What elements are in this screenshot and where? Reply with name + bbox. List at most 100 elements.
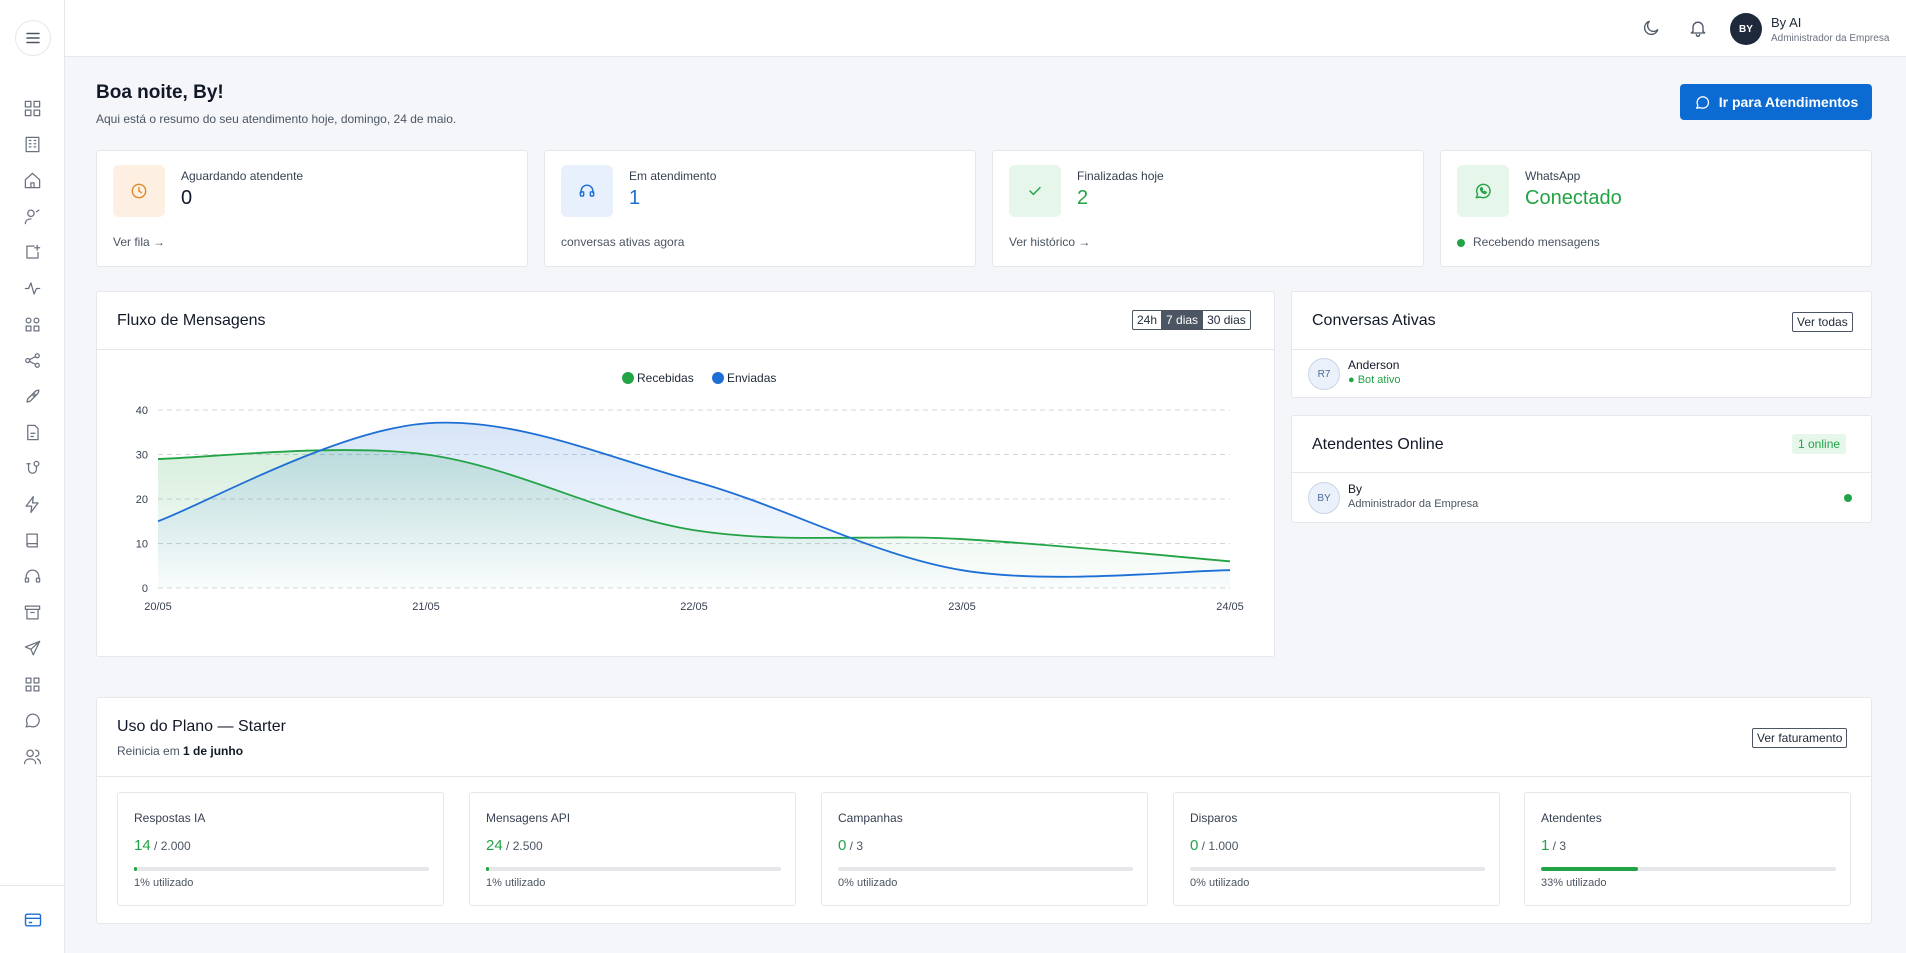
stat-label: Aguardando atendente (181, 169, 304, 183)
range-24h[interactable]: 24h (1133, 311, 1163, 329)
nav-integrations[interactable] (0, 450, 65, 486)
agents-online-card: Atendentes Online 1 online BY By Adminis… (1291, 415, 1872, 523)
x-tick-label: 21/05 (412, 601, 440, 613)
plan-reset-prefix: Reinicia em (117, 744, 184, 758)
home-icon (24, 172, 41, 188)
conversation-name: Anderson (1348, 358, 1400, 372)
nav-dashboard[interactable] (0, 90, 65, 126)
plan-label: Mensagens API (486, 811, 571, 825)
nav-contacts[interactable] (0, 198, 65, 234)
send-icon (24, 640, 41, 655)
page-subtitle: Aqui está o resumo do seu atendimento ho… (96, 112, 457, 126)
nav-companies[interactable] (0, 126, 65, 162)
nav-chat[interactable] (0, 702, 65, 738)
plan-item-agents: Atendentes 1 / 3 33% utilizado (1524, 792, 1851, 906)
theme-toggle-button[interactable] (1641, 18, 1663, 40)
nav-grid[interactable] (0, 666, 65, 702)
y-tick-label: 40 (136, 405, 148, 417)
series-line-enviadas (157, 421, 1231, 578)
whatsapp-status: Recebendo mensagens (1457, 235, 1600, 249)
sidebar (0, 0, 65, 953)
go-to-attendances-button[interactable]: Ir para Atendimentos (1680, 84, 1872, 120)
conversation-item[interactable]: R7 Anderson ● Bot ativo (1292, 350, 1871, 398)
view-queue-link[interactable]: Ver fila → (113, 235, 166, 249)
legend-marker (622, 372, 634, 384)
plan-progress-bar (486, 867, 781, 871)
stat-card-finished: Finalizadas hoje 2 Ver histórico → (992, 150, 1424, 267)
whatsapp-icon (1475, 183, 1491, 199)
x-tick-label: 20/05 (144, 601, 172, 613)
divider (97, 349, 1274, 350)
view-billing-button[interactable]: Ver faturamento (1752, 728, 1848, 748)
apps-icon (25, 317, 40, 331)
nav-share[interactable] (0, 342, 65, 378)
x-tick-label: 24/05 (1216, 601, 1244, 613)
check-icon (1029, 186, 1041, 196)
add-note-icon (26, 244, 41, 259)
stat-value: 2 (1077, 187, 1089, 209)
view-history-link[interactable]: Ver histórico → (1009, 235, 1091, 249)
whatsapp-status-label: Recebendo mensagens (1473, 235, 1600, 249)
nav-support[interactable] (0, 558, 65, 594)
active-conversations-title: Conversas Ativas (1312, 312, 1436, 329)
nav-home[interactable] (0, 162, 65, 198)
user-name[interactable]: By AI (1771, 15, 1802, 30)
nav-launch[interactable] (0, 378, 65, 414)
archive-icon (24, 605, 41, 619)
plan-used: 0 (838, 837, 847, 854)
conversation-status: ● Bot ativo (1348, 374, 1401, 386)
user-avatar[interactable]: BY (1730, 13, 1762, 45)
nav-activity[interactable] (0, 270, 65, 306)
divider (1292, 349, 1871, 350)
nav-apps[interactable] (0, 306, 65, 342)
plan-progress-fill (1541, 867, 1639, 871)
plan-item-dispatches: Disparos 0 / 1.000 0% utilizado (1173, 792, 1500, 906)
plan-max: / 3 (846, 839, 864, 853)
building-icon (25, 136, 40, 152)
menu-toggle-button[interactable] (15, 20, 51, 56)
nav-users[interactable] (0, 738, 65, 774)
range-7-days[interactable]: 7 dias (1162, 311, 1204, 329)
stat-label: Finalizadas hoje (1077, 169, 1164, 183)
y-tick-label: 0 (142, 583, 148, 595)
go-to-attendances-label: Ir para Atendimentos (1718, 94, 1859, 110)
stat-value: Conectado (1525, 187, 1622, 209)
message-circle-icon (1695, 95, 1709, 109)
agent-item: BY By Administrador da Empresa (1292, 473, 1871, 523)
share-icon (25, 352, 40, 368)
nav-knowledge[interactable] (0, 522, 65, 558)
billing-nav[interactable] (0, 885, 65, 953)
agents-online-title: Atendentes Online (1312, 436, 1444, 453)
chat-icon (25, 713, 40, 727)
stat-icon-box (1457, 165, 1509, 217)
book-icon (26, 533, 38, 547)
stat-icon-box (113, 165, 165, 217)
grid-icon (25, 677, 40, 691)
stat-value: 0 (181, 187, 193, 209)
range-30-days[interactable]: 30 dias (1207, 313, 1246, 327)
plan-reset-text: Reinicia em 1 de junho (117, 744, 243, 758)
topbar: BY By AI Administrador da Empresa (65, 0, 1906, 57)
plan-max: / 2.500 (502, 839, 543, 853)
nav-archive[interactable] (0, 594, 65, 630)
plan-percent: 0% utilizado (1190, 877, 1250, 889)
plan-used: 0 (1190, 837, 1199, 854)
plan-progress-fill (134, 867, 137, 871)
nav-notes[interactable] (0, 234, 65, 270)
stat-label: Em atendimento (629, 169, 717, 183)
plan-item-api-messages: Mensagens API 24 / 2.500 1% utilizado (469, 792, 796, 906)
plan-label: Campanhas (838, 811, 903, 825)
view-all-button[interactable]: Ver todas (1792, 312, 1853, 332)
headset-icon (24, 569, 41, 583)
legend-label: Enviadas (727, 371, 776, 385)
plan-progress-fill (486, 867, 489, 871)
clock-icon (131, 183, 147, 199)
nav-campaigns[interactable] (0, 630, 65, 666)
legend-label: Recebidas (637, 371, 694, 385)
nav-files[interactable] (0, 414, 65, 450)
x-tick-label: 22/05 (680, 601, 708, 613)
stat-card-waiting: Aguardando atendente 0 Ver fila → (96, 150, 528, 267)
nav-automations[interactable] (0, 486, 65, 522)
agent-name: By (1348, 482, 1363, 496)
notifications-button[interactable] (1688, 18, 1710, 40)
